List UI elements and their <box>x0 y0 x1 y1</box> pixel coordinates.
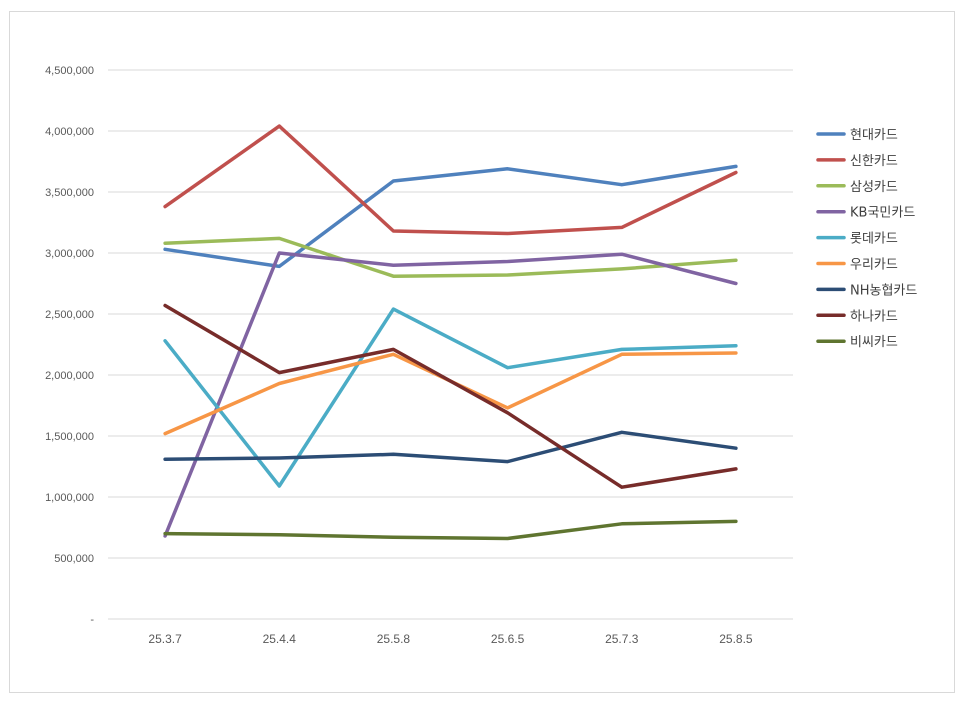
legend-label: 신한카드 <box>850 154 898 169</box>
series-line <box>163 307 738 488</box>
x-axis-ticks: 25.3.7 25.4.4 25.5.8 25.6.5 25.7.3 25.8.5 <box>148 632 753 646</box>
legend-label: 우리카드 <box>850 258 898 273</box>
y-tick-label: 2,500,000 <box>45 309 94 321</box>
series-line <box>163 519 738 541</box>
series-lines <box>163 124 738 541</box>
series-line <box>163 303 738 489</box>
series-line <box>163 351 738 436</box>
y-tick-label: 1,000,000 <box>45 492 94 504</box>
gridlines <box>108 69 793 620</box>
x-tick-label: 25.6.5 <box>491 632 525 646</box>
series-line <box>163 430 738 464</box>
y-tick-label: - <box>90 614 94 626</box>
chart-frame <box>9 11 955 693</box>
legend-label: 현대카드 <box>850 128 898 143</box>
legend-label: 삼성카드 <box>850 180 898 195</box>
series-line <box>163 164 738 269</box>
x-tick-label: 25.3.7 <box>148 632 182 646</box>
series-line <box>163 251 738 538</box>
y-axis-ticks: - 500,000 1,000,000 1,500,000 2,000,000 2,500… <box>45 65 94 626</box>
y-tick-label: 3,500,000 <box>45 187 94 199</box>
y-tick-label: 4,000,000 <box>45 126 94 138</box>
legend-label: NH농협카드 <box>850 283 917 298</box>
x-tick-label: 25.7.3 <box>605 632 639 646</box>
series-line <box>163 124 738 236</box>
y-tick-label: 3,000,000 <box>45 248 94 260</box>
y-tick-label: 500,000 <box>54 553 94 565</box>
x-tick-label: 25.4.4 <box>263 632 297 646</box>
y-tick-label: 2,000,000 <box>45 370 94 382</box>
x-tick-label: 25.5.8 <box>377 632 411 646</box>
x-tick-label: 25.8.5 <box>719 632 753 646</box>
legend-label: KB국민카드 <box>850 206 915 221</box>
legend-label: 하나카드 <box>850 309 898 324</box>
y-tick-label: 4,500,000 <box>45 65 94 77</box>
legend-label: 비씨카드 <box>850 335 898 350</box>
series-line <box>163 236 738 278</box>
legend-label: 롯데카드 <box>850 232 898 247</box>
y-tick-label: 1,500,000 <box>45 431 94 443</box>
